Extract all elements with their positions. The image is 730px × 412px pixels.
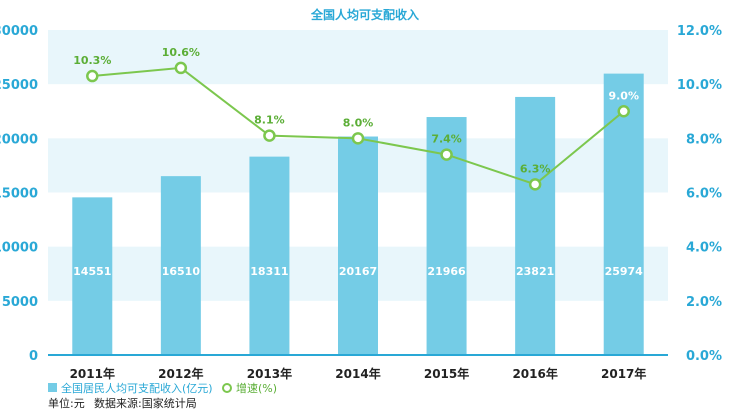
growth-point-label: 8.0% (343, 116, 374, 129)
left-axis-ticks: 0 5000 10000 15000 20000 25000 30000 (0, 24, 38, 364)
source-note: 数据来源:国家统计局 (94, 396, 197, 410)
x-tick-label: 2014年 (335, 366, 380, 381)
growth-point (86, 69, 99, 83)
right-tick-label: 2.0% (686, 295, 722, 310)
growth-point-label: 6.3% (520, 162, 551, 175)
growth-line: 10.3% 10.6% 8.1% 8.0% 7.4% 6.3% 9.0% (73, 46, 639, 191)
right-tick-label: 8.0% (686, 132, 722, 147)
bar (249, 156, 290, 355)
bar-value-label: 21966 (427, 265, 466, 278)
bar (603, 73, 644, 356)
growth-point-label: 10.6% (162, 46, 200, 59)
left-tick-label: 30000 (0, 24, 38, 39)
right-tick-label: 10.0% (677, 78, 722, 93)
left-tick-label: 20000 (0, 132, 38, 147)
unit-note: 单位:元 (48, 396, 85, 410)
bar (160, 176, 201, 355)
growth-point-label: 8.1% (254, 114, 285, 127)
legend-swatch-income (48, 383, 57, 392)
growth-point-label: 10.3% (73, 54, 111, 67)
legend: 全国居民人均可支配收入(亿元) 增速(%) (48, 381, 277, 395)
bar-value-label: 18311 (250, 265, 288, 278)
grid-band (48, 30, 668, 85)
bar-value-label: 25974 (605, 265, 644, 278)
right-tick-label: 4.0% (686, 241, 722, 256)
left-tick-label: 10000 (0, 241, 38, 256)
bar-value-label: 16510 (162, 265, 201, 278)
growth-point (528, 178, 542, 191)
right-tick-label: 6.0% (686, 187, 722, 202)
growth-point (351, 132, 365, 145)
bar-value-label: 20167 (339, 265, 377, 278)
left-tick-label: 15000 (0, 187, 38, 202)
left-tick-label: 5000 (2, 295, 38, 310)
bar-value-label: 23821 (516, 265, 554, 278)
left-tick-label: 0 (29, 349, 38, 364)
growth-point (263, 129, 276, 142)
growth-point (617, 105, 630, 118)
x-tick-label: 2011年 (70, 366, 115, 381)
legend-label-growth: 增速(%) (236, 381, 277, 395)
legend-swatch-growth (222, 383, 232, 393)
x-axis-ticks: 2011年 2012年 2013年 2014年 2015年 2016年 2017年 (70, 366, 647, 381)
bar (338, 136, 378, 355)
x-tick-label: 2017年 (601, 366, 646, 381)
left-tick-label: 25000 (0, 78, 38, 93)
growth-point-label: 9.0% (608, 89, 639, 102)
right-axis-ticks: 0.0% 2.0% 4.0% 6.0% 8.0% 10.0% 12.0% (677, 24, 722, 364)
growth-point (174, 61, 188, 75)
legend-label-income: 全国居民人均可支配收入(亿元) (61, 381, 213, 395)
x-tick-label: 2012年 (158, 366, 203, 381)
bar (515, 96, 556, 356)
growth-point-label: 7.4% (431, 133, 462, 146)
right-tick-label: 12.0% (677, 24, 722, 39)
x-tick-label: 2013年 (247, 366, 292, 381)
right-tick-label: 0.0% (686, 349, 722, 364)
chart-title: 全国人均可支配收入 (310, 7, 419, 22)
growth-point (440, 148, 453, 161)
bar (72, 197, 113, 355)
bar-value-label: 14551 (73, 265, 111, 278)
x-tick-label: 2016年 (512, 366, 557, 381)
x-tick-label: 2015年 (424, 366, 469, 381)
